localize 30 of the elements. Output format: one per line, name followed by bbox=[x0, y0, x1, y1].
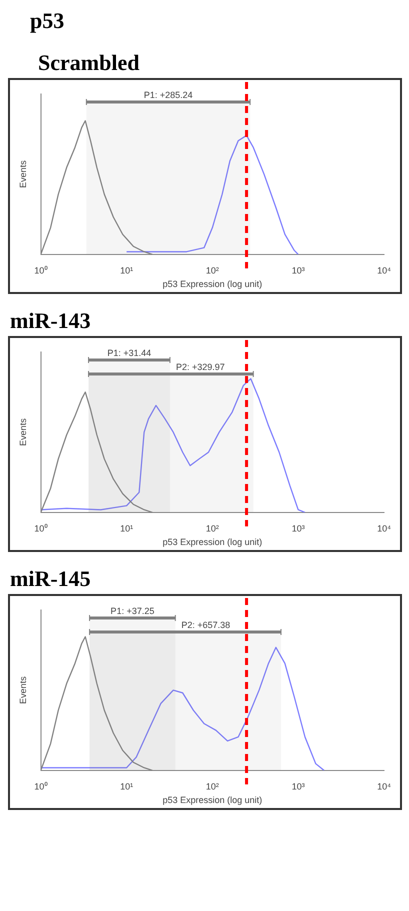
x-tick-label: 10¹ bbox=[120, 265, 134, 276]
x-tick-label: 10⁰ bbox=[34, 265, 48, 276]
band-label: P1: +37.25 bbox=[110, 606, 154, 616]
x-axis-title: p53 Expression (log unit) bbox=[162, 279, 262, 290]
x-tick-label: 10¹ bbox=[120, 781, 134, 792]
band-label: P2: +657.38 bbox=[181, 620, 230, 630]
x-tick-label: 10³ bbox=[292, 523, 305, 534]
band-label: P1: +285.24 bbox=[144, 90, 193, 100]
y-axis-title: Events bbox=[18, 676, 28, 704]
y-axis-title: Events bbox=[18, 418, 28, 446]
x-tick-label: 10² bbox=[206, 523, 219, 534]
x-tick-label: 10³ bbox=[292, 265, 305, 276]
x-tick-label: 10¹ bbox=[120, 523, 134, 534]
x-tick-label: 10³ bbox=[292, 781, 305, 792]
x-axis-title: p53 Expression (log unit) bbox=[162, 795, 262, 806]
x-tick-label: 10⁰ bbox=[34, 523, 48, 534]
chart-subtitle: Scrambled bbox=[38, 50, 140, 76]
x-tick-label: 10⁰ bbox=[34, 781, 48, 792]
x-tick-label: 10² bbox=[206, 781, 219, 792]
x-tick-label: 10⁴ bbox=[377, 265, 392, 276]
x-axis-title: p53 Expression (log unit) bbox=[162, 537, 262, 548]
x-tick-label: 10⁴ bbox=[377, 523, 392, 534]
band-label: P2: +329.97 bbox=[176, 362, 225, 372]
band-label: P1: +31.44 bbox=[107, 348, 152, 358]
chart-title: p53 bbox=[30, 8, 66, 34]
y-axis-title: Events bbox=[18, 160, 28, 188]
x-tick-label: 10² bbox=[206, 265, 219, 276]
chart-title: miR-143 bbox=[10, 308, 92, 334]
x-tick-label: 10⁴ bbox=[377, 781, 392, 792]
chart-title: miR-145 bbox=[10, 566, 92, 592]
